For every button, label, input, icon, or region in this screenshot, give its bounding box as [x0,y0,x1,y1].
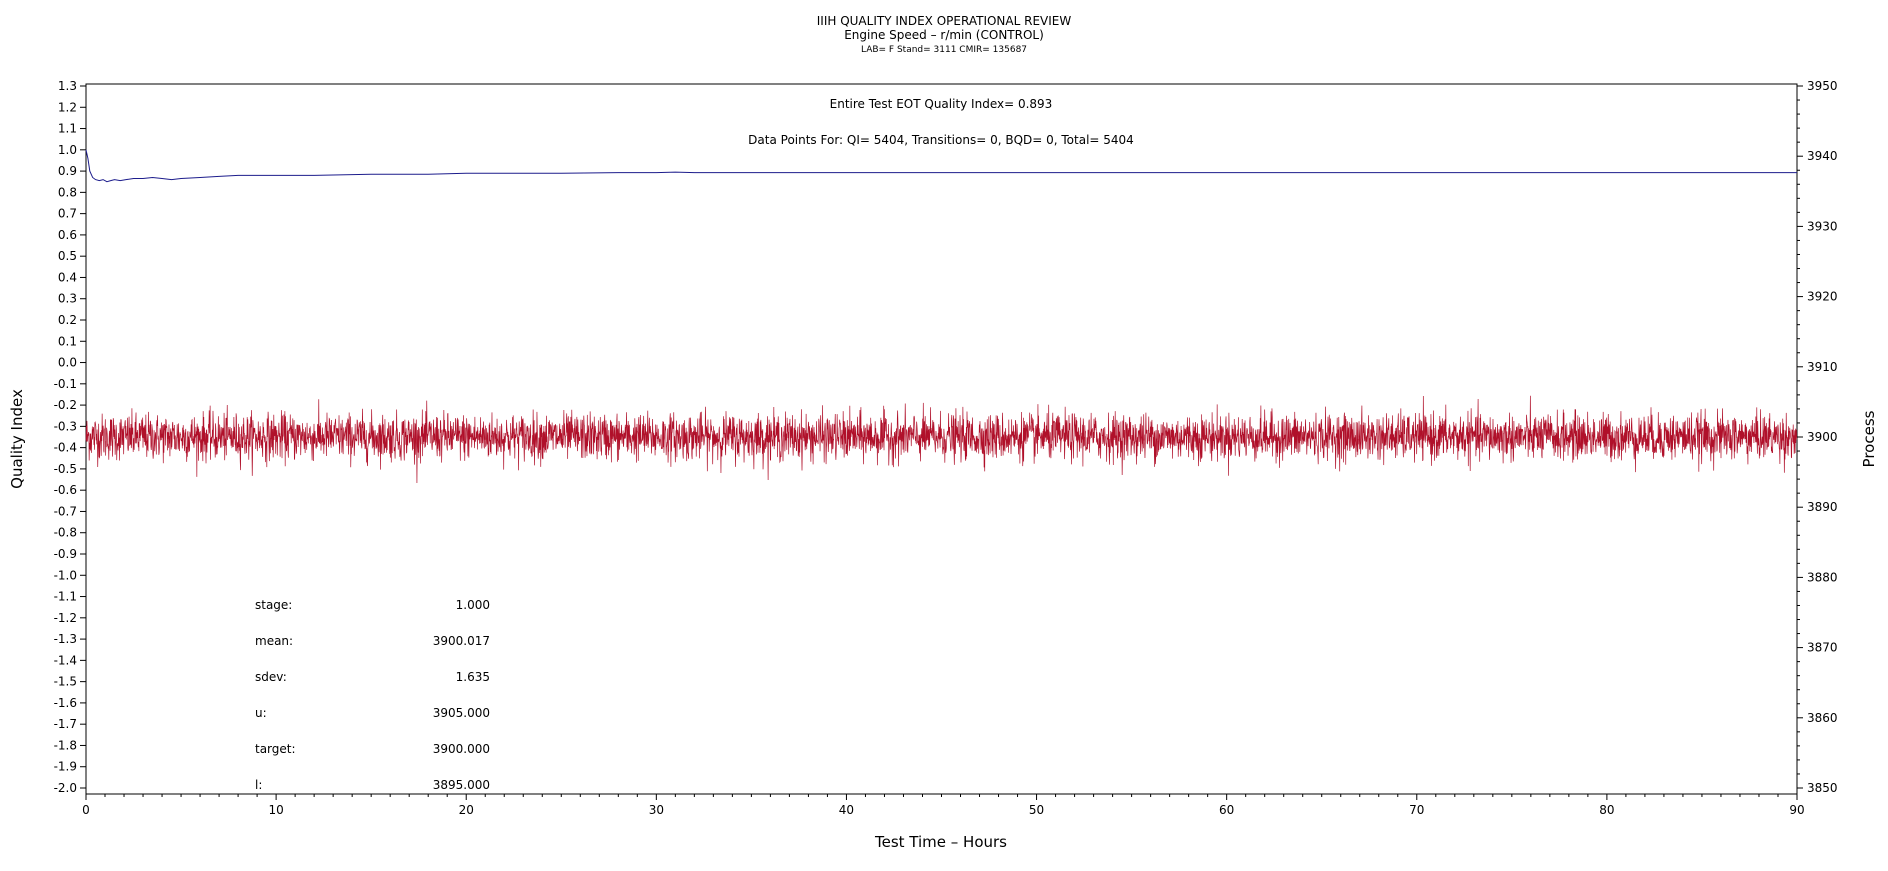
y-tick-label: 0.5 [58,249,77,263]
x-tick-label: 20 [459,803,474,817]
stat-value: 1.635 [456,670,490,684]
y-tick-label: 0.0 [58,356,77,370]
stat-label: mean: [255,634,293,648]
x-tick-label: 50 [1029,803,1044,817]
stat-value: 3905.000 [433,706,490,720]
process-line [85,395,1798,484]
chart-title: IIIH QUALITY INDEX OPERATIONAL REVIEW [817,14,1072,28]
y2-tick-label: 3860 [1807,711,1838,725]
y-tick-label: -1.3 [54,632,77,646]
eot-quality-index-annotation: Entire Test EOT Quality Index= 0.893 [830,97,1053,111]
y2-tick-label: 3890 [1807,500,1838,514]
y-tick-label: 0.7 [58,207,77,221]
stat-value: 3895.000 [433,778,490,792]
stat-value: 1.000 [456,598,490,612]
stat-value: 3900.017 [433,634,490,648]
stat-label: sdev: [255,670,287,684]
y2-tick-label: 3930 [1807,219,1838,233]
y-tick-label: -2.0 [54,781,77,795]
stat-value: 3900.000 [433,742,490,756]
quality-index-series [85,149,1797,183]
y-tick-label: -0.8 [54,526,77,540]
y2-tick-label: 3950 [1807,79,1838,93]
process-series [85,395,1798,484]
y2-tick-label: 3880 [1807,570,1838,584]
right-y-axis: 3950 3940 3930 3920 3910 3900 3890 3880 3870 3860… [1797,79,1838,795]
y-tick-label: -0.6 [54,483,77,497]
y-tick-label: -1.0 [54,568,77,582]
y2-tick-label: 3900 [1807,430,1838,444]
x-tick-label: 0 [82,803,90,817]
stat-label: target: [255,742,296,756]
y-tick-label: -0.2 [54,398,77,412]
stats-table: stage: 1.000 mean: 3900.017 sdev: 1.635 u: 3905… [255,598,490,792]
y2-tick-label: 3910 [1807,360,1838,374]
stat-label: u: [255,706,267,720]
y-tick-label: 0.3 [58,292,77,306]
y-tick-label: 0.1 [58,334,77,348]
y-tick-label: 0.9 [58,164,77,178]
y-tick-label: 1.3 [58,79,77,93]
x-axis: 0 10 20 30 40 50 60 70 80 90 [82,794,1805,817]
y-tick-label: -0.7 [54,504,77,518]
y2-tick-label: 3850 [1807,781,1838,795]
y2-tick-label: 3940 [1807,149,1838,163]
stat-label: l: [255,778,262,792]
y-tick-label: -0.3 [54,419,77,433]
x-tick-label: 80 [1599,803,1614,817]
y-tick-label: 0.4 [58,270,77,284]
chart-subtitle: Engine Speed – r/min (CONTROL) [844,28,1044,42]
x-tick-label: 90 [1789,803,1804,817]
y-tick-label: 0.6 [58,228,77,242]
y-tick-label: 0.8 [58,185,77,199]
y2-axis-label: Process [1860,410,1878,467]
data-points-annotation: Data Points For: QI= 5404, Transitions= … [748,133,1134,147]
x-tick-label: 60 [1219,803,1234,817]
x-tick-label: 10 [268,803,283,817]
y2-tick-label: 3920 [1807,290,1838,304]
x-axis-label: Test Time – Hours [874,833,1007,851]
y2-tick-label: 3870 [1807,641,1838,655]
chart-subtitle-2: LAB= F Stand= 3111 CMIR= 135687 [861,45,1027,55]
y-tick-label: 1.1 [58,122,77,136]
y-tick-label: -0.1 [54,377,77,391]
x-tick-label: 30 [649,803,664,817]
y-tick-label: 1.0 [58,143,77,157]
y-tick-label: -1.2 [54,611,77,625]
y-tick-label: -0.4 [54,441,77,455]
y-tick-label: 1.2 [58,100,77,114]
stat-label: stage: [255,598,292,612]
y-tick-label: -1.5 [54,675,77,689]
x-tick-label: 70 [1409,803,1424,817]
quality-index-line [85,149,1797,183]
y-tick-label: -0.5 [54,462,77,476]
y-tick-label: -1.4 [54,653,77,667]
y-tick-label: 0.2 [58,313,77,327]
x-tick-label: 40 [839,803,854,817]
y-tick-label: -1.9 [54,760,77,774]
y-tick-label: -0.9 [54,547,77,561]
left-y-axis: 1.3 1.2 1.1 1.0 0.9 0.8 0.7 0.6 0.5 0.4 0.3 0.2 0.1 0… [54,79,86,795]
y-tick-label: -1.7 [54,717,77,731]
y-axis-label: Quality Index [8,389,26,489]
y-tick-label: -1.6 [54,696,77,710]
y-tick-label: -1.8 [54,738,77,752]
y-tick-label: -1.1 [54,590,77,604]
